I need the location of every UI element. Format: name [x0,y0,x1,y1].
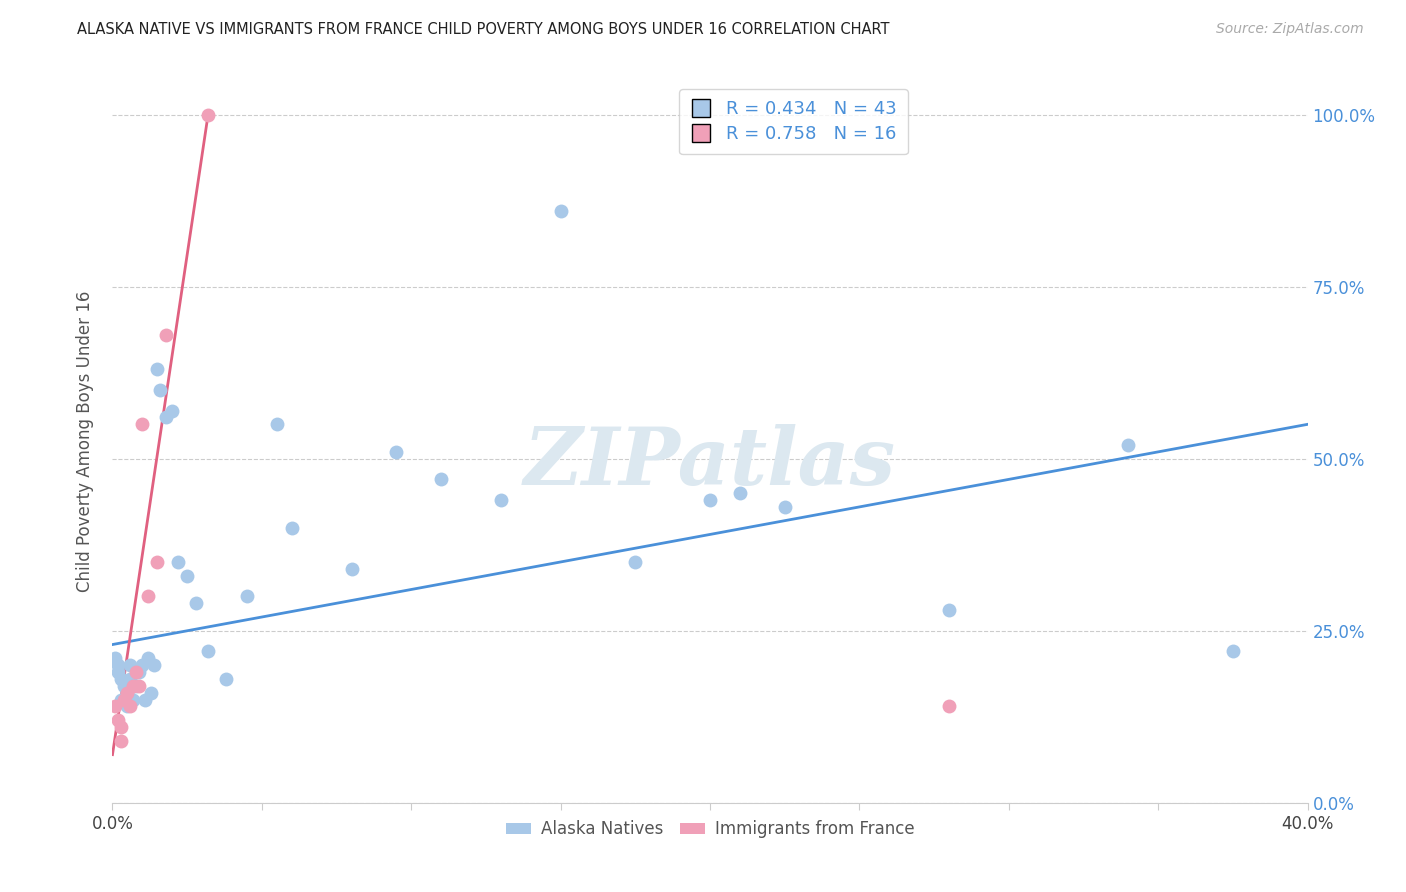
Point [149,383,172,397]
Point [938,603,960,617]
Point [624,555,647,569]
Point [143,658,166,673]
Point [938,699,960,714]
Point [699,493,721,508]
Point [430,472,453,486]
Point [236,590,259,604]
Point [128,665,150,679]
Point [176,568,198,582]
Point [134,692,156,706]
Point [385,445,408,459]
Point [107,665,129,679]
Text: ALASKA NATIVE VS IMMIGRANTS FROM FRANCE CHILD POVERTY AMONG BOYS UNDER 16 CORREL: ALASKA NATIVE VS IMMIGRANTS FROM FRANCE … [77,22,890,37]
Point [138,651,160,665]
Point [197,644,219,658]
Point [114,679,135,693]
Point [110,672,132,686]
Point [266,417,288,432]
Point [340,562,363,576]
Point [107,658,129,673]
Text: Source: ZipAtlas.com: Source: ZipAtlas.com [1216,22,1364,37]
Point [122,692,145,706]
Legend: Alaska Natives, Immigrants from France: Alaska Natives, Immigrants from France [499,814,921,845]
Point [1222,644,1244,658]
Point [131,417,153,432]
Point [104,699,127,714]
Point [550,204,572,219]
Point [162,403,183,417]
Point [128,679,150,693]
Point [197,108,219,122]
Point [120,699,142,714]
Point [167,555,190,569]
Point [120,672,142,686]
Point [146,362,169,376]
Point [215,672,238,686]
Text: ZIPatlas: ZIPatlas [524,425,896,502]
Point [728,486,751,500]
Point [120,658,142,673]
Point [117,699,139,714]
Point [138,590,160,604]
Point [122,679,145,693]
Point [125,665,148,679]
Point [489,493,512,508]
Point [141,686,163,700]
Point [107,713,129,727]
Point [186,596,208,610]
Point [110,720,132,734]
Point [131,658,153,673]
Point [117,686,139,700]
Point [117,686,139,700]
Y-axis label: Child Poverty Among Boys Under 16: Child Poverty Among Boys Under 16 [76,291,94,592]
Point [773,500,796,514]
Point [146,555,169,569]
Point [155,327,177,342]
Point [1118,438,1140,452]
Point [104,651,127,665]
Point [281,520,304,534]
Point [110,692,132,706]
Point [114,692,135,706]
Point [110,734,132,748]
Point [125,679,148,693]
Point [155,410,177,425]
